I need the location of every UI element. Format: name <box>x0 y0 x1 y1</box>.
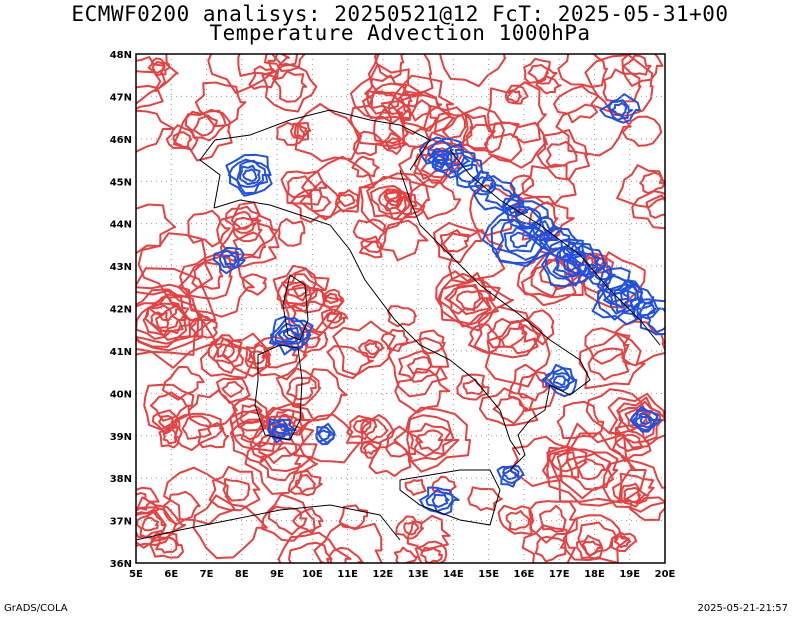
lon-tick-label: 17E <box>549 569 570 580</box>
lat-tick-label: 37N <box>110 517 132 528</box>
lon-tick-label: 7E <box>200 569 214 580</box>
lat-tick-label: 38N <box>110 474 132 485</box>
lon-tick-label: 5E <box>129 569 143 580</box>
lon-tick-label: 6E <box>164 569 178 580</box>
lat-tick-label: 44N <box>110 220 132 231</box>
map-subtitle: Temperature Advection 1000hPa <box>209 21 591 45</box>
lon-tick-label: 15E <box>478 569 499 580</box>
plot-frame <box>135 53 666 564</box>
lat-tick-label: 39N <box>110 432 132 443</box>
grid-lines <box>136 54 665 563</box>
lon-tick-label: 18E <box>584 569 605 580</box>
lat-tick-label: 41N <box>110 347 132 358</box>
lon-tick-label: 8E <box>235 569 249 580</box>
lat-tick-label: 46N <box>110 135 132 146</box>
lon-tick-label: 10E <box>302 569 323 580</box>
lat-tick-label: 47N <box>110 92 132 103</box>
footer-credit: GrADS/COLA <box>4 603 68 614</box>
lat-tick-label: 36N <box>110 559 132 570</box>
advection-contours <box>136 54 665 563</box>
lat-tick-labels: 36N 37N 38N 39N 40N 41N 42N 43N 44N 45N 46N 47N 48N <box>110 50 132 570</box>
lat-tick-label: 48N <box>110 50 132 61</box>
lon-tick-label: 11E <box>337 569 358 580</box>
lon-tick-label: 9E <box>270 569 284 580</box>
lon-tick-label: 13E <box>408 569 429 580</box>
lat-tick-label: 45N <box>110 177 132 188</box>
lon-tick-label: 20E <box>655 569 676 580</box>
lon-tick-label: 12E <box>372 569 393 580</box>
lat-tick-label: 43N <box>110 262 132 273</box>
coastline-borders <box>136 109 661 541</box>
lon-tick-label: 14E <box>443 569 464 580</box>
lat-tick-label: 40N <box>110 389 132 400</box>
footer-timestamp: 2025-05-21-21:57 <box>697 603 788 614</box>
lon-tick-label: 16E <box>514 569 535 580</box>
lon-tick-label: 19E <box>619 569 640 580</box>
lat-tick-label: 42N <box>110 305 132 316</box>
map-title: ECMWF0200 analisys: 20250521@12 FcT: 202… <box>71 2 729 26</box>
lon-tick-labels: 5E 6E 7E 8E 9E 10E 11E 12E 13E 14E 15E 16E 17E 18E 19E… <box>129 569 675 580</box>
